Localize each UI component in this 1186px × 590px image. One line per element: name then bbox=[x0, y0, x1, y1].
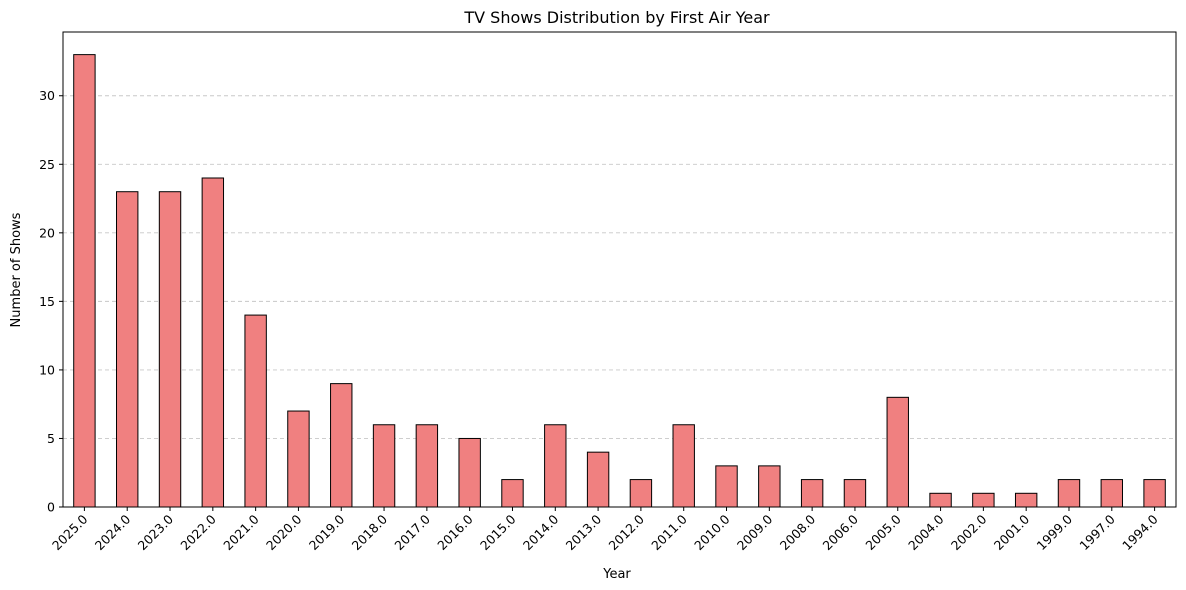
x-tick-label: 1999.0 bbox=[1034, 511, 1076, 553]
bars bbox=[73, 54, 1166, 508]
x-ticks: 2025.0 2024.0 2023.0 2022.0 2021.0 2020.0 2019… bbox=[49, 507, 1161, 553]
grid-lines bbox=[63, 95, 1176, 439]
bar-2024.0 bbox=[116, 191, 139, 508]
bar-2023.0 bbox=[158, 191, 182, 508]
x-tick-label: 2020.0 bbox=[263, 511, 305, 553]
x-tick-label: 2015.0 bbox=[477, 511, 519, 553]
bar-2016.0 bbox=[458, 437, 481, 508]
x-tick-label: 2001.0 bbox=[991, 511, 1033, 553]
bar-2013.0 bbox=[586, 451, 610, 508]
x-tick-label: 2004.0 bbox=[905, 511, 947, 553]
y-tick-label: 10 bbox=[39, 362, 55, 377]
plot-frame bbox=[62, 31, 1177, 508]
bar-2001.0 bbox=[1014, 492, 1038, 508]
bar-2008.0 bbox=[800, 479, 824, 508]
bar-2014.0 bbox=[544, 424, 567, 508]
x-tick-label: 2018.0 bbox=[349, 511, 391, 553]
x-tick-label: 2017.0 bbox=[391, 511, 433, 553]
chart-title: TV Shows Distribution by First Air Year bbox=[463, 8, 770, 27]
x-tick-label: 2024.0 bbox=[92, 511, 134, 553]
x-tick-label: 2021.0 bbox=[220, 511, 262, 553]
x-tick-label: 2025.0 bbox=[49, 511, 91, 553]
x-tick-label: 2013.0 bbox=[563, 511, 605, 553]
x-axis-label: Year bbox=[602, 567, 631, 582]
x-tick-label: 2005.0 bbox=[862, 511, 904, 553]
bar-2015.0 bbox=[501, 479, 524, 508]
y-tick-label: 0 bbox=[47, 500, 55, 515]
axes bbox=[62, 31, 1177, 508]
bar-2012.0 bbox=[629, 479, 653, 508]
x-tick-label: 2008.0 bbox=[777, 511, 819, 553]
bar-2010.0 bbox=[715, 465, 738, 508]
y-ticks: 0 5 10 15 20 25 30 bbox=[39, 88, 63, 515]
y-axis-label: Number of Shows bbox=[9, 212, 24, 327]
bar-1994.0 bbox=[1143, 479, 1166, 508]
x-tick-label: 2012.0 bbox=[605, 511, 647, 553]
bar-2009.0 bbox=[758, 465, 781, 508]
bar-1999.0 bbox=[1057, 479, 1081, 508]
bar-2002.0 bbox=[972, 492, 995, 508]
x-tick-label: 2009.0 bbox=[734, 511, 776, 553]
x-tick-label: 2023.0 bbox=[135, 511, 177, 553]
bar-2017.0 bbox=[415, 424, 439, 508]
bar-2021.0 bbox=[244, 314, 267, 508]
bar-2025.0 bbox=[73, 54, 96, 508]
bar-2006.0 bbox=[843, 479, 867, 508]
bar-2022.0 bbox=[201, 177, 225, 508]
x-tick-label: 1994.0 bbox=[1119, 511, 1161, 553]
x-tick-label: 2002.0 bbox=[948, 511, 990, 553]
y-tick-label: 25 bbox=[39, 157, 55, 172]
y-tick-label: 30 bbox=[39, 88, 55, 103]
x-tick-label: 2010.0 bbox=[691, 511, 733, 553]
bar-2005.0 bbox=[886, 396, 909, 508]
bar-2020.0 bbox=[287, 410, 310, 508]
y-tick-label: 15 bbox=[39, 294, 55, 309]
bar-1997.0 bbox=[1100, 479, 1123, 508]
x-tick-label: 2011.0 bbox=[648, 511, 690, 553]
bar-2004.0 bbox=[929, 492, 952, 508]
x-tick-label: 2006.0 bbox=[820, 511, 862, 553]
x-tick-label: 2016.0 bbox=[434, 511, 476, 553]
y-tick-label: 20 bbox=[39, 225, 55, 240]
y-tick-label: 5 bbox=[47, 431, 55, 446]
bar-2011.0 bbox=[672, 424, 695, 508]
bar-2019.0 bbox=[330, 383, 353, 508]
x-tick-label: 2019.0 bbox=[306, 511, 348, 553]
bar-2018.0 bbox=[372, 424, 396, 508]
x-tick-label: 2022.0 bbox=[177, 511, 219, 553]
x-tick-label: 1997.0 bbox=[1076, 511, 1118, 553]
x-tick-label: 2014.0 bbox=[520, 511, 562, 553]
